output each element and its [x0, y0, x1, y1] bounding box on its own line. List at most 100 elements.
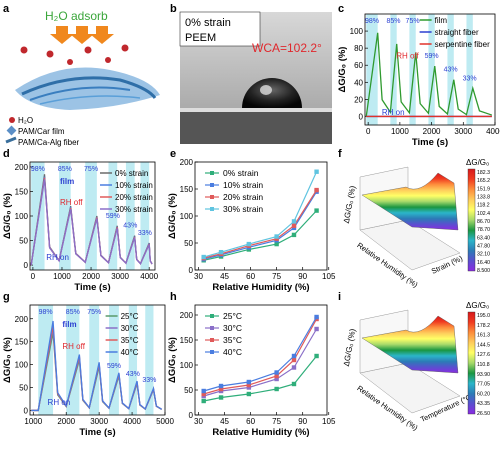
- legend-h2o: H₂O: [18, 116, 33, 125]
- g-ytick-label: 100: [15, 361, 29, 370]
- g-rh-window: [89, 305, 100, 415]
- h-point: [201, 388, 206, 394]
- panel-b-line1: 0% strain: [185, 17, 231, 29]
- c-xtick-label: 2000: [423, 127, 441, 136]
- d-ytick-label: 100: [15, 212, 29, 221]
- e-xlabel: Relative Humidity (%): [212, 282, 309, 293]
- d-rh-on-label: RH on: [46, 253, 69, 262]
- h-ytick-label: 0: [189, 411, 194, 420]
- e-point: [314, 187, 319, 193]
- h-point: [246, 379, 252, 385]
- h-series-line: [203, 316, 318, 392]
- g-rh-window: [128, 305, 138, 415]
- c-ytick-label: 60: [354, 61, 363, 70]
- fiber-layer: [21, 76, 157, 99]
- g-ytick-label: 150: [15, 338, 29, 347]
- g-xtick-label: 2000: [57, 417, 75, 426]
- d-xtick-label: 4000: [140, 272, 158, 281]
- h-point: [218, 383, 224, 389]
- g-legend-label: 40°C: [121, 348, 139, 357]
- h-series-line: [203, 318, 318, 395]
- d-rh-window: [59, 162, 71, 270]
- g-ytick-label: 50: [19, 384, 28, 393]
- panel-letter-e: e: [170, 148, 176, 160]
- e-series-line: [203, 171, 318, 258]
- i-zlabel: ΔG/G₀ (%): [342, 328, 358, 367]
- g-plot-frame: [29, 304, 166, 416]
- c-peak-label: 33%: [463, 75, 477, 82]
- h-series-line: [203, 328, 318, 397]
- h-point: [291, 381, 297, 387]
- h-xtick-label: 30: [194, 417, 203, 426]
- d-rh-window: [125, 162, 135, 270]
- panel-b-line2: PEEM: [185, 32, 216, 44]
- h-point: [274, 386, 279, 392]
- g-xtick-label: 1000: [24, 417, 42, 426]
- c-legend-label: straight fiber: [435, 28, 479, 37]
- d-ylabel: ΔG/G₀ (%): [2, 193, 13, 239]
- h-legend-label: 35°C: [223, 335, 242, 345]
- f-colorbar-tick: 151.9: [477, 186, 490, 192]
- h-ylabel: ΔG/G₀ (%): [167, 337, 178, 383]
- g-rh-off-label: RH off: [62, 342, 85, 351]
- e-series-line: [203, 210, 318, 261]
- d-ytick-label: 150: [15, 187, 29, 196]
- d-ytick-label: 50: [19, 237, 28, 246]
- e-ytick-label: 100: [180, 212, 194, 221]
- chart-d: 0 1000 2000 3000 4000 0 50 100 150 200 Time (s) ΔG/…: [2, 161, 159, 293]
- panel-letter-i: i: [338, 291, 341, 303]
- e-legend-marker: [210, 195, 214, 199]
- e-ytick-label: 0: [189, 266, 194, 275]
- c-rh-window: [428, 14, 435, 125]
- c-legend-label: serpentine fiber: [435, 40, 490, 49]
- f-colorbar-tick: 182.3: [477, 170, 490, 176]
- legend-film: PAM/Car film: [18, 127, 65, 136]
- e-point: [246, 241, 252, 247]
- d-legend-label: 20% strain: [115, 193, 153, 202]
- chart-i: ΔG/G₀ (%)Relative Humidity (%) Temperatur…: [342, 301, 490, 433]
- g-xtick-label: 5000: [156, 417, 174, 426]
- c-peak-label: 59%: [425, 53, 439, 60]
- h-point: [274, 376, 279, 382]
- legend-h2o-marker: [9, 117, 15, 123]
- e-legend-label: 30% strain: [223, 204, 263, 214]
- e-xtick-label: 75: [272, 272, 281, 281]
- g-peak-label: 98%: [39, 309, 53, 316]
- d-rh-off-label: RH off: [60, 198, 83, 207]
- c-peak-label: 85%: [387, 18, 401, 25]
- e-point: [274, 234, 279, 239]
- i-colorbar-tick: 161.3: [477, 333, 490, 339]
- c-rh-window: [409, 14, 416, 125]
- e-series-line: [203, 189, 318, 259]
- g-ylabel: ΔG/G₀ (%): [2, 337, 13, 383]
- e-xtick-label: 30: [194, 272, 203, 281]
- i-colorbar-tick: 110.8: [477, 362, 490, 368]
- c-rh-window: [466, 14, 473, 125]
- d-rh-window: [140, 162, 150, 270]
- g-rh-on-label: RH on: [48, 398, 71, 407]
- c-legend-label: film: [435, 16, 448, 25]
- panel-letter-c: c: [338, 3, 344, 15]
- g-ytick-label: 200: [15, 315, 29, 324]
- d-peak-label: 75%: [84, 166, 98, 173]
- h-plot-frame: [194, 304, 328, 416]
- h-ytick-label: 200: [180, 311, 194, 320]
- g-legend-label: 35°C: [121, 336, 139, 345]
- d-peak-label: 98%: [31, 166, 45, 173]
- e-point: [291, 232, 297, 238]
- g-legend-label: 25°C: [121, 312, 139, 321]
- e-legend-marker: [210, 207, 214, 211]
- c-xtick-label: 0: [366, 127, 371, 136]
- e-xtick-label: 105: [322, 272, 336, 281]
- e-point: [274, 241, 279, 247]
- c-rh-on-label: RH on: [382, 108, 405, 117]
- c-xtick-label: 1000: [391, 127, 409, 136]
- g-rh-window: [145, 305, 154, 415]
- c-ytick-label: 80: [354, 44, 363, 53]
- i-colorbar-tick: 43.35: [477, 401, 490, 407]
- f-zlabel: ΔG/G₀ (%): [342, 185, 358, 224]
- e-ytick-label: 50: [184, 239, 193, 248]
- legend-film-marker: [6, 125, 17, 136]
- h-xtick-label: 60: [246, 417, 255, 426]
